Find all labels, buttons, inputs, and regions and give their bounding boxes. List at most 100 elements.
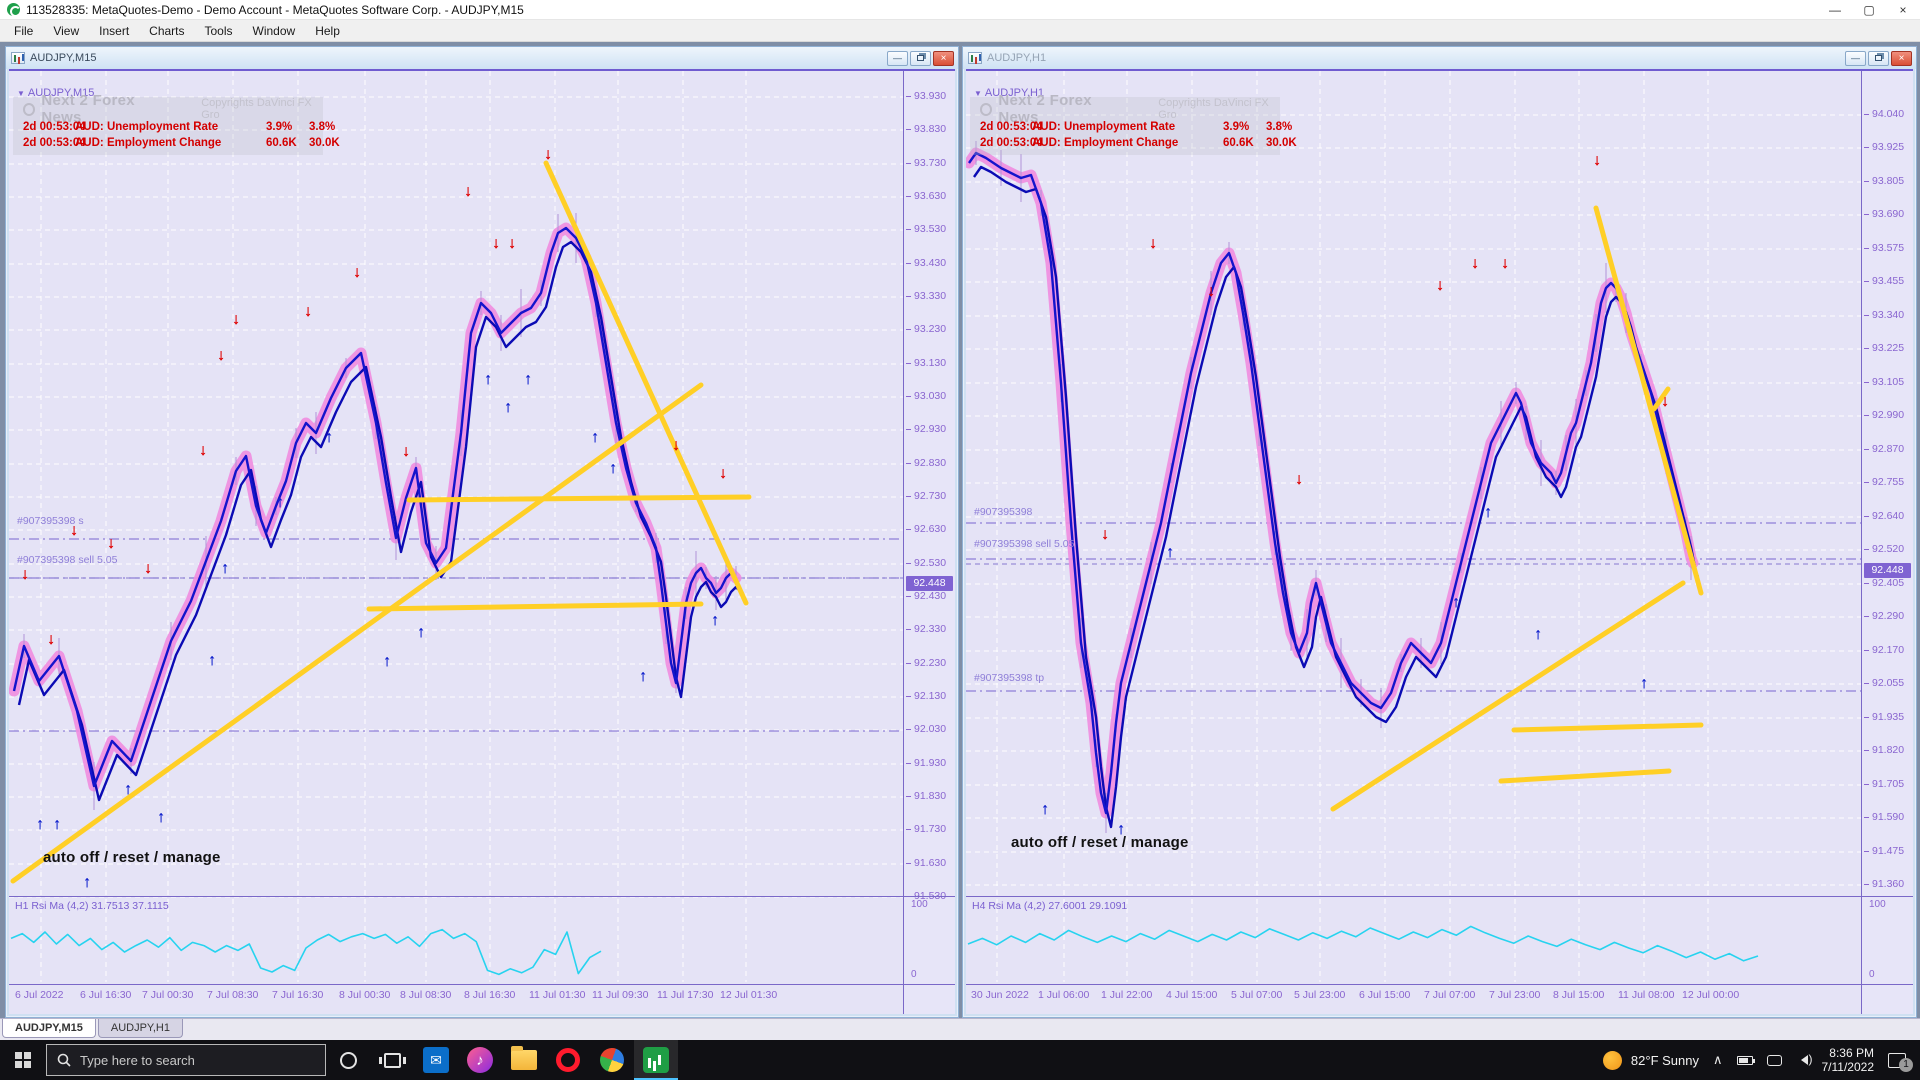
sell-signal-arrow-icon[interactable]: ↓ [1501,255,1509,273]
chart-area[interactable]: ▼ AUDJPY,M15 Next 2 Forex News Copyrights… [9,69,955,1014]
sell-signal-arrow-icon[interactable]: ↓ [672,437,680,455]
menu-insert[interactable]: Insert [99,23,130,38]
sell-signal-arrow-icon[interactable]: ↓ [21,566,29,584]
sell-signal-arrow-icon[interactable]: ↓ [304,303,312,321]
app-maximize-button[interactable]: ▢ [1863,2,1875,17]
file-explorer-button[interactable] [502,1040,546,1080]
buy-signal-arrow-icon[interactable]: ↑ [417,624,425,642]
buy-signal-arrow-icon[interactable]: ↑ [221,560,229,578]
mail-app-button[interactable]: ✉ [414,1040,458,1080]
metatrader-app-button[interactable] [634,1040,678,1080]
sell-signal-arrow-icon[interactable]: ↓ [1471,255,1479,273]
taskbar-search[interactable]: Type here to search [46,1044,326,1076]
chart-close-button[interactable]: × [1891,50,1912,66]
sell-signal-arrow-icon[interactable]: ↓ [144,560,152,578]
menu-window[interactable]: Window [252,23,296,38]
trend-line[interactable] [1651,386,1671,412]
buy-signal-arrow-icon[interactable]: ↑ [124,781,132,799]
sell-signal-arrow-icon[interactable]: ↓ [508,235,516,253]
tray-expand-button[interactable]: ∧ [1712,1052,1723,1067]
cortana-button[interactable] [326,1040,370,1080]
battery-icon[interactable] [1736,1055,1755,1065]
indicator-separator[interactable] [9,896,955,897]
buy-signal-arrow-icon[interactable]: ↑ [609,460,617,478]
sell-signal-arrow-icon[interactable]: ↓ [1593,152,1601,170]
tab-audjpy-h1[interactable]: AUDJPY,H1 [97,1019,183,1038]
sell-signal-arrow-icon[interactable]: ↓ [70,522,78,540]
chart-restore-button[interactable] [1868,50,1889,66]
trend-line[interactable] [1498,768,1672,784]
sell-signal-arrow-icon[interactable]: ↓ [353,264,361,282]
sell-signal-arrow-icon[interactable]: ↓ [464,183,472,201]
buy-signal-arrow-icon[interactable]: ↑ [524,371,532,389]
sell-signal-arrow-icon[interactable]: ↓ [1207,283,1215,301]
sell-signal-arrow-icon[interactable]: ↓ [1661,393,1669,411]
trend-line[interactable] [543,160,749,606]
buy-signal-arrow-icon[interactable]: ↑ [1534,626,1542,644]
menu-file[interactable]: File [14,23,34,38]
chart-plot[interactable] [9,71,905,982]
buy-signal-arrow-icon[interactable]: ↑ [1041,801,1049,819]
buy-signal-arrow-icon[interactable]: ↑ [1452,594,1460,612]
tab-audjpy-m15[interactable]: AUDJPY,M15 [2,1019,96,1038]
price-scale[interactable]: 100 0 93.930 93.830 93.730 93.630 93.530 93.4… [903,71,955,1014]
buy-signal-arrow-icon[interactable]: ↑ [711,612,719,630]
buy-signal-arrow-icon[interactable]: ↑ [591,429,599,447]
menu-charts[interactable]: Charts [149,23,185,38]
menu-tools[interactable]: Tools [204,23,233,38]
sell-signal-arrow-icon[interactable]: ↓ [107,535,115,553]
buy-signal-arrow-icon[interactable]: ↑ [484,371,492,389]
sell-signal-arrow-icon[interactable]: ↓ [232,311,240,329]
menu-help[interactable]: Help [315,23,340,38]
chart-window-titlebar[interactable]: AUDJPY,H1 — × [963,47,1916,69]
task-view-button[interactable] [370,1040,414,1080]
taskbar-clock[interactable]: 8:36 PM 7/11/2022 [1822,1046,1875,1074]
chart-minimize-button[interactable]: — [1845,50,1866,66]
chart-minimize-button[interactable]: — [887,50,908,66]
sell-signal-arrow-icon[interactable]: ↓ [402,443,410,461]
price-scale[interactable]: 100 0 94.040 93.925 93.805 93.690 93.575 93.4… [1861,71,1913,1014]
buy-signal-arrow-icon[interactable]: ↑ [639,668,647,686]
sell-signal-arrow-icon[interactable]: ↓ [492,235,500,253]
buy-signal-arrow-icon[interactable]: ↑ [53,816,61,834]
buy-signal-arrow-icon[interactable]: ↑ [1166,544,1174,562]
trend-line[interactable] [1330,580,1686,812]
sell-signal-arrow-icon[interactable]: ↓ [1295,471,1303,489]
chart-close-button[interactable]: × [933,50,954,66]
music-app-button[interactable]: ♪ [458,1040,502,1080]
buy-signal-arrow-icon[interactable]: ↑ [1117,821,1125,839]
start-button[interactable] [0,1040,46,1080]
trend-line[interactable] [366,601,704,612]
buy-signal-arrow-icon[interactable]: ↑ [325,429,333,447]
chart-restore-button[interactable] [910,50,931,66]
buy-signal-arrow-icon[interactable]: ↑ [36,816,44,834]
opera-browser-button[interactable] [546,1040,590,1080]
buy-signal-arrow-icon[interactable]: ↑ [504,399,512,417]
app-close-button[interactable]: × [1899,2,1907,17]
speaker-icon[interactable] [1796,1052,1813,1066]
buy-signal-arrow-icon[interactable]: ↑ [83,874,91,892]
sell-signal-arrow-icon[interactable]: ↓ [217,347,225,365]
buy-signal-arrow-icon[interactable]: ↑ [383,653,391,671]
sell-signal-arrow-icon[interactable]: ↓ [1101,526,1109,544]
trend-line[interactable] [1511,722,1704,733]
trend-line[interactable] [10,382,704,884]
sell-signal-arrow-icon[interactable]: ↓ [719,465,727,483]
chart-window-titlebar[interactable]: AUDJPY,M15 — × [6,47,958,69]
notification-button[interactable]: 1 [1888,1052,1913,1072]
indicator-separator[interactable] [966,896,1913,897]
trend-line[interactable] [406,494,752,503]
sell-signal-arrow-icon[interactable]: ↓ [199,442,207,460]
colorful-app-button[interactable] [590,1040,634,1080]
buy-signal-arrow-icon[interactable]: ↑ [276,494,284,512]
sell-signal-arrow-icon[interactable]: ↓ [47,631,55,649]
sell-signal-arrow-icon[interactable]: ↓ [1436,277,1444,295]
sell-signal-arrow-icon[interactable]: ↓ [1149,235,1157,253]
buy-signal-arrow-icon[interactable]: ↑ [157,809,165,827]
menu-view[interactable]: View [53,23,80,38]
sell-signal-arrow-icon[interactable]: ↓ [544,146,552,164]
chart-plot[interactable] [966,71,1863,982]
weather-widget[interactable]: 82°F Sunny [1602,1050,1699,1070]
trend-line[interactable] [1593,205,1704,596]
buy-signal-arrow-icon[interactable]: ↑ [1640,675,1648,693]
